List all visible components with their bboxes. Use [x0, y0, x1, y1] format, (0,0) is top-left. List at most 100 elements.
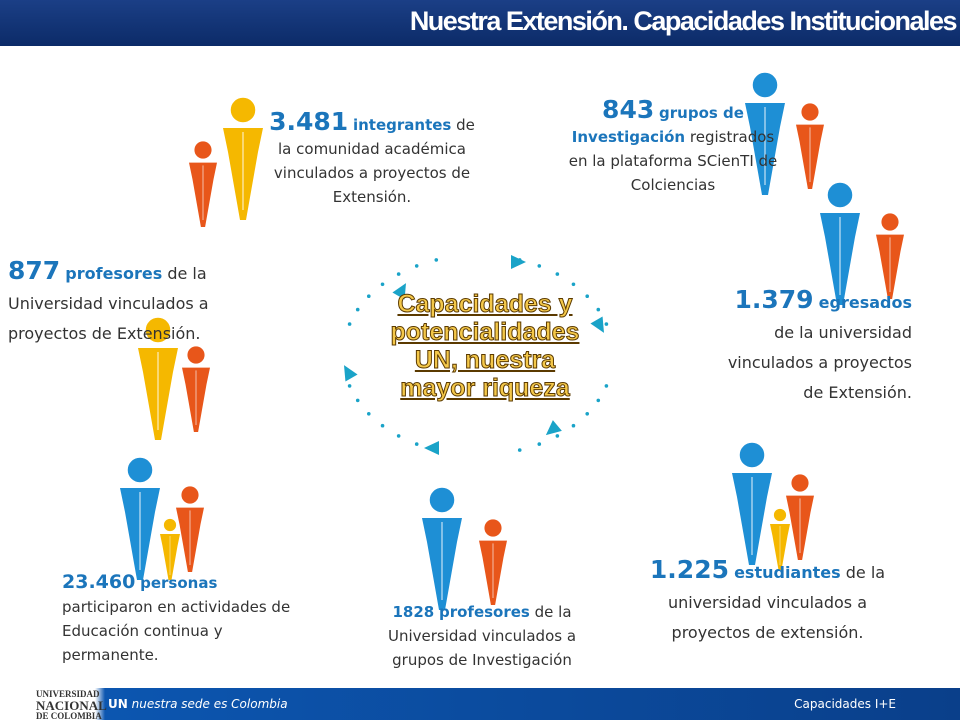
text: de la universidad vinculados a proyectos…: [727, 323, 912, 402]
person-icon: [422, 486, 462, 610]
dot: [355, 307, 360, 312]
keyword: integrantes: [352, 116, 452, 134]
dot: [380, 282, 385, 287]
dot: [585, 411, 590, 416]
number: 1.225: [649, 555, 729, 584]
person-icon: [745, 71, 785, 195]
text: de la Universidad vinculados a proyectos…: [8, 264, 209, 343]
block: 1828 profesores de la Universidad vincul…: [368, 600, 596, 672]
logo-line: NACIONAL: [36, 698, 107, 713]
dot: [596, 307, 601, 312]
dot: [396, 272, 401, 276]
person-icon: [223, 96, 263, 220]
head: [126, 456, 154, 484]
dot: [347, 384, 352, 388]
keyword: estudiantes: [734, 563, 841, 582]
dot: [571, 423, 576, 428]
person-icon: [189, 140, 217, 227]
dot: [380, 423, 385, 428]
arrow: [545, 420, 562, 436]
tagline-text: nuestra sede es Colombia: [131, 697, 288, 711]
dot: [604, 322, 609, 326]
dot: [555, 272, 560, 276]
title: Nuestra Extensión. Capacidades Instituci…: [409, 6, 958, 36]
dot: [396, 434, 401, 438]
keyword: profesores: [65, 264, 163, 283]
dot: [347, 322, 352, 326]
block: 877 profesores de la Universidad vincula…: [8, 256, 226, 349]
person-icon: [138, 316, 178, 440]
head: [186, 345, 206, 365]
dot: [537, 264, 542, 268]
number: 877: [8, 256, 61, 285]
keyword: profesores: [438, 603, 530, 621]
head: [144, 316, 172, 344]
logo-line: DE COLOMBIA: [36, 711, 102, 720]
footer: UNIVERSIDAD NACIONAL DE COLOMBIA UN nuestr…: [0, 688, 960, 720]
dot: [537, 442, 542, 446]
arrow: [424, 441, 439, 455]
line: UN, nuestra: [414, 346, 556, 375]
arrow: [344, 365, 358, 382]
head: [738, 441, 766, 469]
person-icon: [120, 456, 160, 580]
keyword: egresados: [818, 293, 912, 312]
person-icon: [876, 212, 904, 299]
text: de la universidad vinculados a proyectos…: [667, 563, 886, 642]
center-text: Capacidades y potencialidades UN, nuestra m…: [370, 290, 600, 403]
head: [163, 518, 177, 532]
person-icon: [786, 473, 814, 560]
keyword: grupos de Investigación: [571, 104, 744, 146]
text: registrados en la plataforma SCienTI de …: [568, 128, 778, 194]
dot: [414, 442, 419, 446]
block: 23.460 personas participaron en activida…: [62, 570, 312, 667]
text: participaron en actividades de Educación…: [62, 598, 291, 664]
dot: [585, 294, 590, 299]
tagline: UN nuestra sede es Colombia: [108, 697, 288, 711]
head: [180, 485, 200, 505]
line: mayor riqueza: [400, 374, 571, 403]
line: Capacidades y: [397, 290, 573, 319]
footer-right: Capacidades I+E: [794, 697, 896, 711]
keyword: personas: [140, 574, 218, 592]
line: potencialidades: [390, 318, 580, 347]
head: [790, 473, 810, 493]
dot: [555, 434, 560, 438]
dot: [517, 448, 522, 452]
text: de la Universidad vinculados a grupos de…: [387, 603, 577, 669]
person-icon: [182, 345, 210, 432]
head: [193, 140, 213, 160]
dot: [571, 282, 576, 287]
block: 843 grupos de Investigación registrados …: [562, 95, 784, 197]
block: 1.379 egresados de la universidad vincul…: [715, 285, 912, 408]
number: 3.481: [269, 107, 349, 136]
person-icon: [479, 518, 507, 605]
head: [880, 212, 900, 232]
arrow: [590, 316, 604, 333]
brand: UN: [108, 697, 128, 711]
person-icon: [732, 441, 772, 565]
block: 3.481 integrantes de la comunidad académ…: [262, 107, 482, 209]
block: 1.225 estudiantes de la universidad vinc…: [640, 555, 895, 648]
number: 1828: [392, 603, 435, 621]
head: [773, 508, 787, 522]
head: [483, 518, 503, 538]
person-icon: [160, 518, 180, 580]
head: [229, 96, 257, 124]
person-icon: [770, 508, 790, 570]
dot: [434, 258, 439, 262]
person-icon: [176, 485, 204, 572]
dot: [414, 264, 419, 268]
person-icon: [820, 181, 860, 305]
head: [800, 102, 820, 122]
text: de la comunidad académica vinculados a p…: [273, 116, 475, 206]
number: 1.379: [734, 285, 814, 314]
dot: [596, 398, 601, 403]
number: 843: [602, 95, 655, 124]
dot: [355, 398, 360, 403]
arrow: [511, 255, 526, 269]
head: [428, 486, 456, 514]
head: [751, 71, 779, 99]
